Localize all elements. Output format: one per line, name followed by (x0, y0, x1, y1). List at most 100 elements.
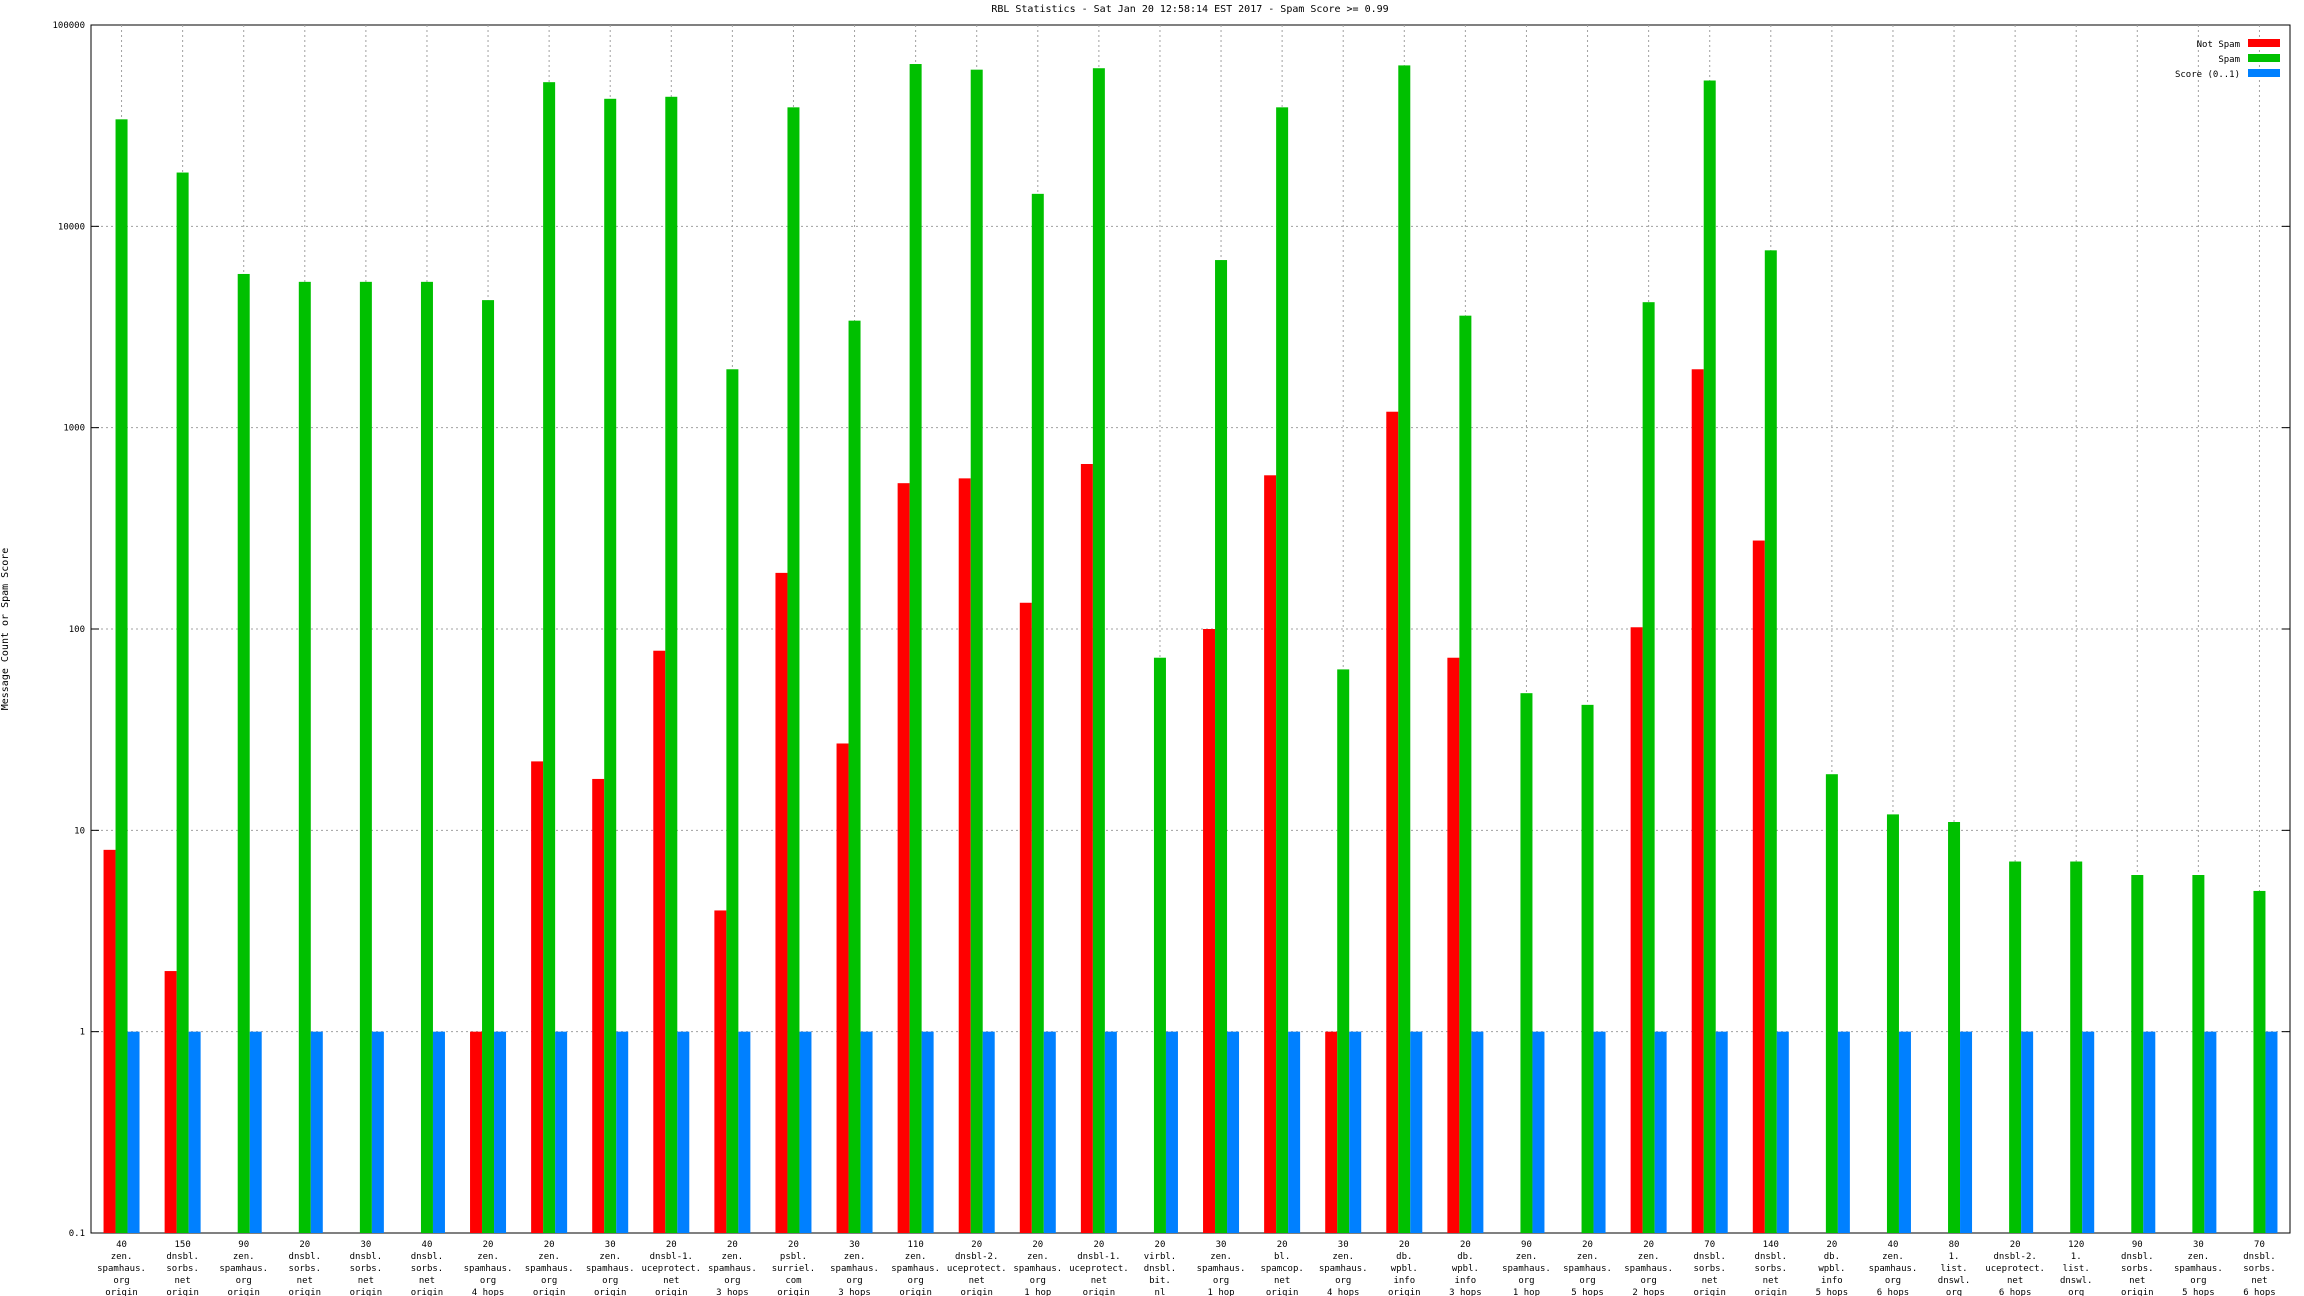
bar (1104, 1031, 1117, 1233)
bar (592, 778, 605, 1233)
x-tick-label: 30 zen. spamhaus. org origin (586, 1240, 635, 1296)
y-axis-label: Message Count or Spam Score (0, 548, 11, 711)
bar (1031, 193, 1044, 1233)
bar (237, 273, 250, 1234)
bar (103, 849, 116, 1233)
bar (2265, 1031, 2278, 1233)
y-tick-label: 1000 (63, 424, 85, 434)
bar (1215, 260, 1228, 1233)
y-tick-label: 100 (69, 625, 85, 635)
bar (1752, 540, 1765, 1233)
x-tick-label: 30 zen. spamhaus. org 3 hops (830, 1240, 879, 1296)
x-tick-label: 20 db. wpbl. info 5 hops (1816, 1240, 1849, 1296)
bar (1630, 627, 1643, 1233)
bar (1886, 814, 1899, 1233)
bar (860, 1031, 873, 1233)
bar (1288, 1031, 1301, 1233)
bar (1386, 411, 1399, 1233)
bar (371, 1031, 384, 1233)
bar (2082, 1031, 2095, 1233)
bar (836, 743, 849, 1233)
x-tick-label: 90 zen. spamhaus. org 1 hop (1502, 1240, 1551, 1296)
x-tick-label: 40 zen. spamhaus. org 6 hops (1869, 1240, 1918, 1296)
x-tick-label: 20 psbl. surriel. com origin (772, 1240, 815, 1296)
bar (1276, 107, 1289, 1234)
bar (2070, 861, 2083, 1233)
x-tick-label: 20 zen. spamhaus. org 5 hops (1563, 1240, 1612, 1296)
bar (1092, 68, 1105, 1234)
bar (2204, 1031, 2217, 1233)
bar (1898, 1031, 1911, 1233)
bar (531, 761, 544, 1233)
bar (1325, 1031, 1338, 1233)
x-tick-label: 20 bl. spamcop. net origin (1260, 1240, 1303, 1296)
bar (310, 1031, 323, 1233)
bar (1337, 669, 1350, 1233)
bar (1227, 1031, 1240, 1233)
bar (1764, 250, 1777, 1233)
legend-label: Not Spam (2197, 40, 2240, 50)
legend-swatch (2248, 54, 2280, 62)
bar (787, 107, 800, 1234)
x-tick-label: 20 dnsbl-1. uceprotect. net origin (641, 1240, 701, 1296)
bar (677, 1031, 690, 1233)
x-tick-label: 70 dnsbl. sorbs. net origin (1693, 1240, 1726, 1296)
y-tick-label: 1 (80, 1028, 85, 1038)
x-tick-label: 20 zen. spamhaus. org 4 hops (464, 1240, 513, 1296)
bar (2143, 1031, 2156, 1233)
bar (921, 1031, 934, 1233)
x-tick-label: 30 dnsbl. sorbs. net origin (350, 1240, 383, 1296)
y-tick-label: 10000 (58, 222, 85, 232)
x-tick-label: 40 zen. spamhaus. org origin (97, 1240, 146, 1296)
x-tick-label: 20 dnsbl-2. uceprotect. net 6 hops (1985, 1240, 2045, 1296)
bar (1715, 1031, 1728, 1233)
bar (1703, 80, 1716, 1234)
bar (1776, 1031, 1789, 1233)
x-tick-label: 20 zen. spamhaus. org 3 hops (708, 1240, 757, 1296)
x-tick-label: 90 zen. spamhaus. org origin (219, 1240, 268, 1296)
bar (726, 369, 739, 1233)
bar (115, 119, 128, 1234)
legend-swatch (2248, 69, 2280, 77)
bar (1581, 704, 1594, 1233)
x-tick-label: 70 dnsbl. sorbs. net 6 hops (2243, 1240, 2276, 1296)
bar (188, 1031, 201, 1233)
bar (1642, 302, 1655, 1234)
bar (1410, 1031, 1423, 1233)
bar (909, 64, 922, 1233)
x-tick-label: 30 zen. spamhaus. org 1 hop (1197, 1240, 1246, 1296)
bar (982, 1031, 995, 1233)
x-tick-label: 20 zen. spamhaus. org 2 hops (1624, 1240, 1673, 1296)
bar (775, 572, 788, 1233)
bar (1471, 1031, 1484, 1233)
legend-label: Score (0..1) (2175, 70, 2240, 80)
x-tick-label: 20 dnsbl. sorbs. net origin (289, 1240, 322, 1296)
bar (176, 172, 189, 1234)
bar (2253, 890, 2266, 1233)
bar (2009, 861, 2022, 1233)
bar (1960, 1031, 1973, 1233)
bar (1264, 475, 1277, 1233)
bar (616, 1031, 629, 1233)
bar (1043, 1031, 1056, 1233)
bar (897, 483, 910, 1233)
bar (1691, 369, 1704, 1233)
bar (799, 1031, 812, 1233)
bar (2192, 874, 2205, 1233)
bar (1948, 821, 1961, 1233)
bar (665, 96, 678, 1233)
bar (1532, 1031, 1545, 1233)
bar (1459, 315, 1472, 1233)
bar (958, 478, 971, 1233)
x-tick-label: 20 db. wpbl. info origin (1388, 1240, 1421, 1296)
x-tick-label: 20 db. wpbl. info 3 hops (1449, 1240, 1482, 1296)
x-tick-label: 90 dnsbl. sorbs. net origin (2121, 1240, 2154, 1296)
bar (1654, 1031, 1667, 1233)
bar (432, 1031, 445, 1233)
bar (1825, 774, 1838, 1233)
bar (1019, 602, 1032, 1233)
x-tick-label: 30 zen. spamhaus. org 4 hops (1319, 1240, 1368, 1296)
bar (738, 1031, 751, 1233)
